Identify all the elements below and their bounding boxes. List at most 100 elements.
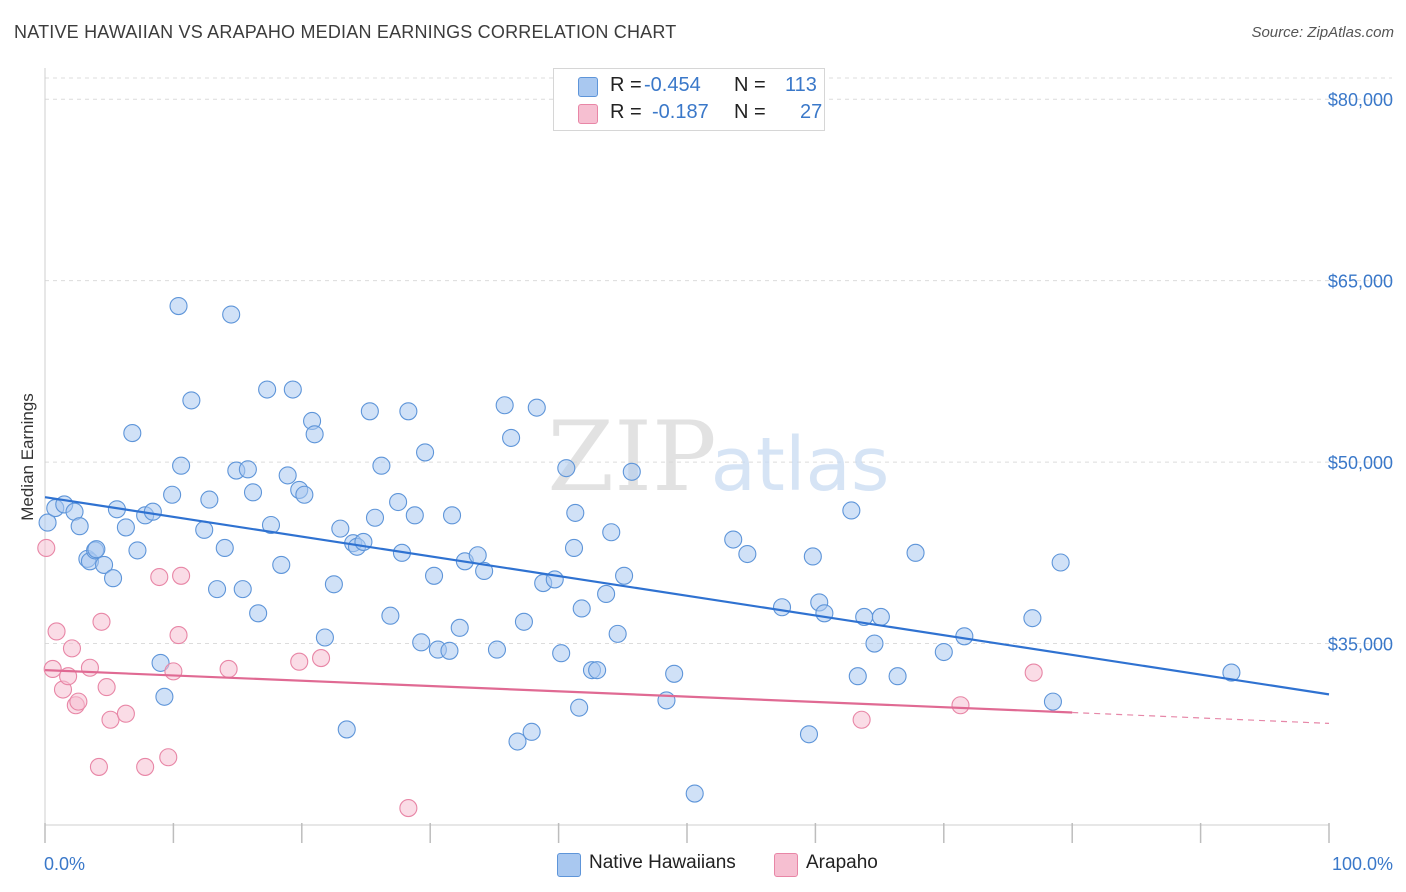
data-point-native-hawaiians bbox=[208, 580, 227, 599]
data-point-native-hawaiians bbox=[195, 520, 214, 539]
data-point-native-hawaiians bbox=[249, 604, 268, 623]
data-point-native-hawaiians bbox=[724, 530, 743, 549]
data-point-native-hawaiians bbox=[1043, 692, 1062, 711]
data-point-arapaho bbox=[290, 652, 309, 671]
data-point-native-hawaiians bbox=[1051, 553, 1070, 572]
bottom-legend-label: Arapaho bbox=[806, 852, 878, 873]
data-point-native-hawaiians bbox=[104, 569, 123, 588]
trend-line-arapaho-extension bbox=[1072, 711, 1330, 724]
legend-swatch-blue bbox=[578, 77, 598, 97]
trend-lines bbox=[44, 496, 1330, 724]
data-point-native-hawaiians bbox=[169, 296, 188, 316]
data-point-native-hawaiians bbox=[163, 485, 182, 504]
data-point-native-hawaiians bbox=[215, 538, 234, 558]
data-point-native-hawaiians bbox=[324, 575, 343, 594]
data-point-native-hawaiians bbox=[365, 508, 385, 527]
data-point-native-hawaiians bbox=[906, 543, 925, 562]
trend-line-native-hawaiians bbox=[44, 496, 1330, 696]
axis-layer: $35,000 $50,000 $65,000 $80,000 0.0% 100.0% bbox=[44, 68, 1393, 874]
data-point-arapaho bbox=[172, 566, 191, 585]
data-point-arapaho bbox=[62, 639, 82, 658]
data-point-arapaho bbox=[80, 658, 99, 677]
data-point-native-hawaiians bbox=[243, 483, 263, 502]
data-point-native-hawaiians bbox=[514, 612, 533, 631]
legend-r-label: R = bbox=[610, 74, 642, 96]
legend-n-value: 27 bbox=[800, 101, 823, 123]
bottom-legend-swatch-pink bbox=[774, 853, 798, 877]
data-point-native-hawaiians bbox=[283, 380, 302, 399]
data-point-native-hawaiians bbox=[842, 501, 861, 520]
data-point-arapaho bbox=[92, 612, 111, 631]
data-point-arapaho bbox=[89, 757, 108, 776]
data-point-native-hawaiians bbox=[87, 540, 106, 559]
watermark: ZIP atlas bbox=[547, 401, 889, 513]
data-point-arapaho bbox=[312, 649, 331, 668]
bottom-legend-swatch-blue bbox=[557, 853, 581, 877]
data-point-native-hawaiians bbox=[305, 425, 324, 444]
stats-legend: R = -0.454 N = 113 R = -0.187 N = 27 bbox=[553, 68, 825, 131]
data-point-native-hawaiians bbox=[172, 456, 191, 475]
data-point-arapaho bbox=[116, 704, 135, 723]
data-point-native-hawaiians bbox=[495, 396, 514, 415]
data-point-native-hawaiians bbox=[934, 642, 953, 662]
data-point-native-hawaiians bbox=[372, 456, 391, 475]
data-point-native-hawaiians bbox=[487, 640, 507, 659]
legend-n-label: N = bbox=[734, 74, 766, 96]
data-point-native-hawaiians bbox=[258, 380, 277, 399]
data-point-native-hawaiians bbox=[557, 459, 576, 478]
data-point-native-hawaiians bbox=[772, 598, 792, 617]
data-point-native-hawaiians bbox=[442, 506, 462, 525]
data-point-native-hawaiians bbox=[151, 653, 170, 672]
legend-r-value: -0.454 bbox=[644, 74, 701, 96]
data-point-arapaho bbox=[136, 757, 155, 776]
data-point-native-hawaiians bbox=[182, 391, 201, 410]
legend-r-value: -0.187 bbox=[652, 101, 709, 123]
data-point-native-hawaiians bbox=[261, 515, 281, 535]
data-point-native-hawaiians bbox=[222, 305, 241, 324]
data-point-arapaho bbox=[852, 710, 871, 729]
data-point-native-hawaiians bbox=[799, 725, 819, 744]
data-point-native-hawaiians bbox=[95, 555, 114, 574]
x-tick-label: 0.0% bbox=[44, 854, 85, 874]
data-point-native-hawaiians bbox=[399, 402, 418, 421]
data-point-native-hawaiians bbox=[155, 687, 174, 706]
data-point-native-hawaiians bbox=[615, 566, 634, 585]
native-hawaiians-points bbox=[38, 296, 1241, 803]
data-point-native-hawaiians bbox=[450, 618, 469, 637]
data-point-native-hawaiians bbox=[865, 634, 884, 653]
data-point-arapaho bbox=[69, 692, 88, 711]
data-point-arapaho bbox=[101, 710, 120, 729]
data-point-native-hawaiians bbox=[572, 599, 591, 618]
data-point-native-hawaiians bbox=[128, 541, 147, 560]
data-point-native-hawaiians bbox=[295, 485, 314, 504]
data-point-arapaho bbox=[399, 799, 418, 818]
data-point-native-hawaiians bbox=[502, 428, 521, 447]
data-point-native-hawaiians bbox=[425, 566, 444, 585]
legend-n-label: N = bbox=[734, 101, 766, 123]
data-point-native-hawaiians bbox=[381, 606, 400, 625]
legend-n-value: 113 bbox=[785, 74, 817, 96]
data-point-native-hawaiians bbox=[331, 519, 350, 538]
data-point-arapaho bbox=[951, 696, 970, 715]
watermark-atlas: atlas bbox=[711, 422, 890, 508]
data-point-arapaho bbox=[159, 748, 178, 767]
legend-r-label: R = bbox=[610, 101, 642, 123]
data-point-native-hawaiians bbox=[405, 506, 424, 525]
data-point-native-hawaiians bbox=[475, 561, 494, 581]
data-point-arapaho bbox=[150, 567, 169, 587]
data-point-native-hawaiians bbox=[508, 732, 527, 751]
data-point-native-hawaiians bbox=[116, 518, 135, 537]
data-point-native-hawaiians bbox=[200, 490, 219, 509]
data-point-native-hawaiians bbox=[272, 555, 291, 574]
data-point-native-hawaiians bbox=[440, 641, 459, 660]
data-point-native-hawaiians bbox=[1023, 609, 1042, 628]
data-point-arapaho bbox=[43, 659, 62, 679]
y-tick-label: $35,000 bbox=[1328, 635, 1393, 655]
data-point-native-hawaiians bbox=[1222, 663, 1241, 682]
data-point-native-hawaiians bbox=[360, 402, 379, 421]
legend-swatch-pink bbox=[578, 104, 598, 124]
data-point-native-hawaiians bbox=[416, 443, 435, 462]
data-point-native-hawaiians bbox=[552, 644, 571, 663]
data-point-native-hawaiians bbox=[738, 544, 757, 564]
